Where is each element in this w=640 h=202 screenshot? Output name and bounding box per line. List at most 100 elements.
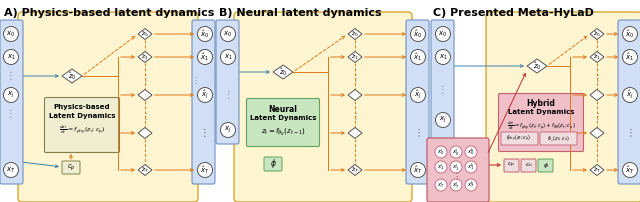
- Text: ⋮: ⋮: [452, 171, 460, 181]
- Text: $x_1^i$: $x_1^i$: [437, 162, 445, 172]
- Circle shape: [221, 49, 236, 64]
- FancyBboxPatch shape: [62, 161, 80, 174]
- Text: ⋮: ⋮: [351, 74, 359, 82]
- Text: $\hat{z}_T$: $\hat{z}_T$: [141, 165, 149, 175]
- Text: ⋮: ⋮: [200, 128, 210, 138]
- Text: $x_T^i$: $x_T^i$: [437, 180, 445, 190]
- Polygon shape: [273, 65, 293, 79]
- Circle shape: [410, 26, 426, 41]
- FancyBboxPatch shape: [521, 159, 536, 172]
- Circle shape: [3, 49, 19, 64]
- Text: $x_1$: $x_1$: [223, 52, 232, 62]
- FancyBboxPatch shape: [427, 138, 489, 202]
- Text: $x_0$: $x_0$: [223, 29, 232, 39]
- Polygon shape: [590, 127, 604, 139]
- Text: ⋮: ⋮: [351, 112, 359, 121]
- Polygon shape: [138, 52, 152, 62]
- Text: $\hat{z}_T$: $\hat{z}_T$: [351, 165, 359, 175]
- Text: ⋮: ⋮: [438, 85, 448, 95]
- Polygon shape: [348, 28, 362, 40]
- Text: Latent Dynamics: Latent Dynamics: [250, 115, 316, 121]
- Circle shape: [221, 122, 236, 138]
- Circle shape: [435, 113, 451, 127]
- Text: $x_0^j$: $x_0^j$: [452, 146, 460, 158]
- Text: $\hat{z}_0$: $\hat{z}_0$: [278, 66, 287, 78]
- Text: Physics-based: Physics-based: [54, 104, 110, 110]
- Text: $\hat{x}_T$: $\hat{x}_T$: [200, 164, 210, 176]
- FancyBboxPatch shape: [406, 20, 429, 184]
- FancyBboxPatch shape: [234, 12, 412, 202]
- Polygon shape: [348, 52, 362, 62]
- Text: B) Neural latent dynamics: B) Neural latent dynamics: [219, 8, 381, 18]
- Text: $c_p$: $c_p$: [508, 161, 515, 170]
- FancyBboxPatch shape: [540, 132, 577, 145]
- FancyBboxPatch shape: [504, 159, 519, 172]
- Circle shape: [198, 26, 212, 41]
- Polygon shape: [590, 89, 604, 101]
- Polygon shape: [348, 89, 362, 101]
- FancyBboxPatch shape: [192, 20, 215, 184]
- Text: C) Presented Meta-HyLaD: C) Presented Meta-HyLaD: [433, 8, 594, 18]
- FancyBboxPatch shape: [246, 99, 319, 146]
- Text: $\hat{z}_1$: $\hat{z}_1$: [141, 52, 149, 62]
- Text: $x_1$: $x_1$: [438, 52, 447, 62]
- Text: $\frac{dz_t}{dt}=f_{phy}(z_t;c_p)+f_{\theta_N}(z_t;c_n)$: $\frac{dz_t}{dt}=f_{phy}(z_t;c_p)+f_{\th…: [507, 119, 575, 132]
- Text: $c_n$: $c_n$: [525, 162, 532, 169]
- Circle shape: [3, 162, 19, 178]
- Text: $\frac{dz_t}{dt}=f_{phy}(z_t;c_p)$: $\frac{dz_t}{dt}=f_{phy}(z_t;c_p)$: [59, 123, 105, 136]
- Circle shape: [3, 87, 19, 102]
- Circle shape: [198, 87, 212, 102]
- Text: $\hat{z}_1$: $\hat{z}_1$: [593, 52, 601, 62]
- Text: ⋮: ⋮: [200, 128, 210, 138]
- Circle shape: [623, 26, 637, 41]
- Text: $x_T^k$: $x_T^k$: [467, 180, 475, 190]
- Text: ⋮: ⋮: [141, 74, 149, 82]
- Text: $\hat{z}_0$: $\hat{z}_0$: [532, 60, 541, 72]
- Text: $x_0^i$: $x_0^i$: [437, 147, 445, 157]
- Text: $x_1^j$: $x_1^j$: [452, 161, 460, 173]
- Text: $x_0$: $x_0$: [6, 29, 15, 39]
- Circle shape: [435, 179, 447, 191]
- Circle shape: [435, 146, 447, 158]
- Circle shape: [450, 146, 462, 158]
- Text: Hybrid: Hybrid: [527, 99, 556, 108]
- FancyBboxPatch shape: [431, 20, 454, 139]
- Circle shape: [410, 49, 426, 64]
- Text: $x_j$: $x_j$: [224, 125, 232, 135]
- Text: $\hat{x}_T$: $\hat{x}_T$: [625, 164, 635, 176]
- Polygon shape: [138, 127, 152, 139]
- Polygon shape: [62, 69, 82, 83]
- Text: Latent Dynamics: Latent Dynamics: [508, 109, 574, 115]
- FancyBboxPatch shape: [501, 132, 538, 145]
- Text: $\hat{z}_1$: $\hat{z}_1$: [351, 52, 359, 62]
- Text: ⋮: ⋮: [6, 71, 16, 81]
- Text: $\hat{x}_1$: $\hat{x}_1$: [200, 51, 209, 63]
- Text: $\hat{z}_0$: $\hat{z}_0$: [351, 29, 359, 39]
- Text: ⋮: ⋮: [593, 74, 601, 82]
- Text: $\hat{x}_j$: $\hat{x}_j$: [201, 88, 209, 101]
- Text: Neural: Neural: [269, 105, 298, 114]
- Text: ⋮: ⋮: [625, 128, 635, 138]
- Circle shape: [3, 26, 19, 41]
- Text: $c_p$: $c_p$: [67, 162, 76, 173]
- FancyBboxPatch shape: [18, 12, 198, 202]
- Text: ⋮: ⋮: [413, 128, 423, 138]
- Polygon shape: [138, 89, 152, 101]
- Text: $x_0^k$: $x_0^k$: [467, 147, 475, 157]
- Text: $\hat{z}_0$: $\hat{z}_0$: [68, 70, 76, 82]
- Polygon shape: [527, 59, 547, 73]
- Text: $\hat{x}_j$: $\hat{x}_j$: [414, 88, 422, 101]
- Text: $\hat{x}_0$: $\hat{x}_0$: [413, 28, 422, 40]
- Text: ⋮: ⋮: [6, 109, 16, 119]
- Polygon shape: [138, 164, 152, 176]
- Text: ⋮: ⋮: [414, 128, 422, 138]
- Polygon shape: [590, 164, 604, 176]
- Polygon shape: [348, 127, 362, 139]
- Circle shape: [410, 87, 426, 102]
- Text: $\hat{x}_1$: $\hat{x}_1$: [413, 51, 422, 63]
- Circle shape: [435, 26, 451, 41]
- Text: A) Physics-based latent dynamics: A) Physics-based latent dynamics: [4, 8, 214, 18]
- FancyBboxPatch shape: [486, 12, 640, 202]
- Text: $x_j$: $x_j$: [439, 115, 447, 125]
- Text: $\hat{x}_1$: $\hat{x}_1$: [625, 51, 634, 63]
